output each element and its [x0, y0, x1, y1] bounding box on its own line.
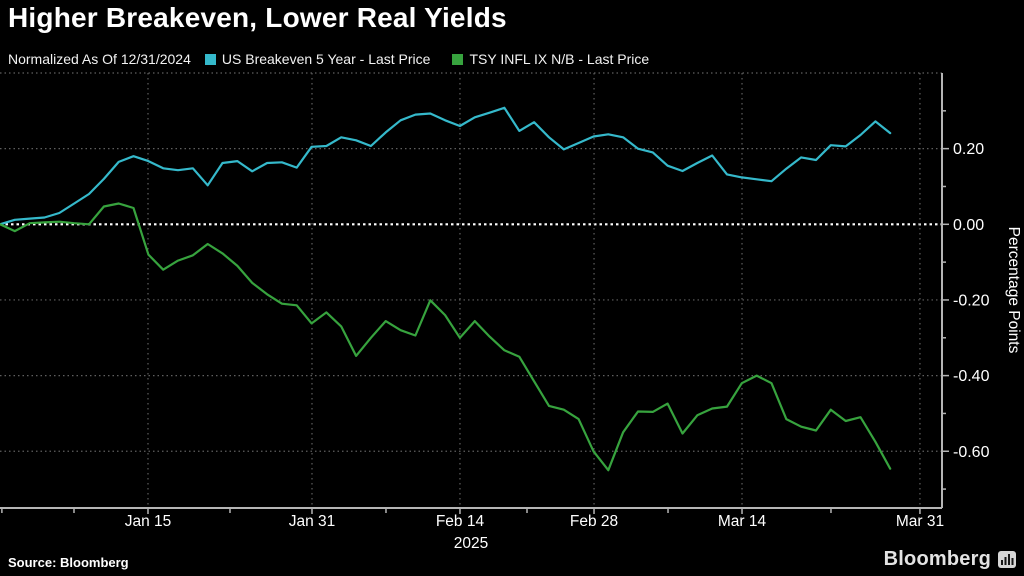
legend-item-tsy-infl: TSY INFL IX N/B - Last Price — [452, 51, 649, 67]
chart-area: Jan 15 Jan 31 Feb 14 Feb 28 Mar 14 Mar 31 2025… — [0, 70, 1024, 575]
bloomberg-brand: Bloomberg — [884, 548, 1016, 571]
bloomberg-wordmark: Bloomberg — [883, 548, 991, 570]
x-tick-label: Mar 31 — [896, 513, 944, 530]
page-title: Higher Breakeven, Lower Real Yields — [8, 2, 507, 33]
series-line-breakeven — [0, 106, 892, 226]
y-tick-label: -0.60 — [953, 444, 990, 461]
y-tick-label: 0.20 — [953, 141, 984, 158]
legend-swatch-breakeven-icon — [204, 53, 216, 65]
y-axis-title: Percentage Points — [1005, 227, 1022, 354]
y-tick-label: -0.40 — [953, 368, 990, 385]
x-tick-label: Mar 14 — [718, 513, 767, 530]
y-tick-label: -0.20 — [953, 292, 990, 309]
x-tick-label: Jan 31 — [289, 513, 336, 530]
y-tick-label: 0.00 — [953, 217, 984, 234]
bloomberg-logo-icon — [998, 551, 1016, 568]
chart-svg: Jan 15 Jan 31 Feb 14 Feb 28 Mar 14 Mar 31 2025… — [0, 72, 1022, 552]
x-axis-year-label: 2025 — [454, 535, 488, 552]
legend-label-breakeven: US Breakeven 5 Year - Last Price — [221, 51, 431, 67]
legend-label-tsy-infl: TSY INFL IX N/B - Last Price — [469, 51, 650, 67]
legend-note: Normalized As Of 12/31/2024 — [8, 51, 191, 67]
source-label: Source: Bloomberg — [8, 555, 129, 570]
x-tick-label: Feb 14 — [436, 513, 485, 530]
legend-item-breakeven: US Breakeven 5 Year - Last Price — [204, 51, 431, 67]
series-line-tsy-infl — [0, 202, 892, 472]
x-tick-label: Jan 15 — [125, 513, 172, 530]
x-tick-label: Feb 28 — [570, 513, 618, 530]
legend-swatch-tsy-infl-icon — [452, 53, 464, 65]
legend: Normalized As Of 12/31/2024 US Breakeven… — [8, 51, 671, 67]
